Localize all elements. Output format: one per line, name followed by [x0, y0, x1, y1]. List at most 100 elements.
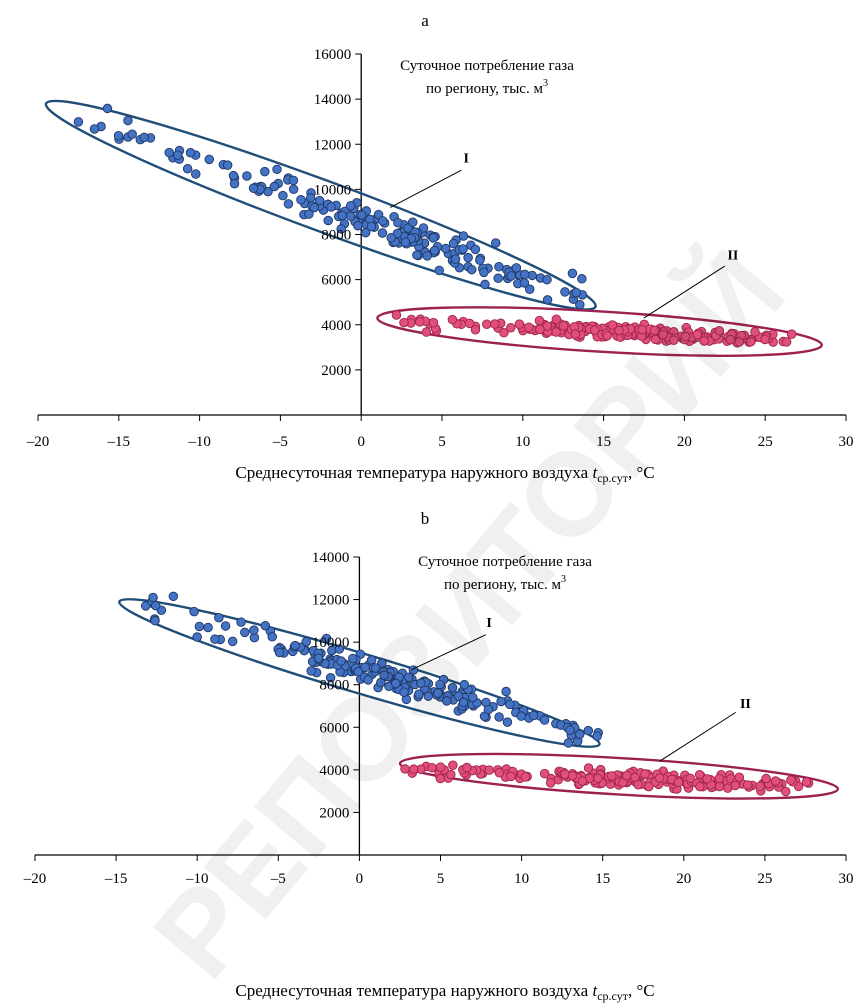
- data-point-I: [73, 117, 84, 127]
- data-point-I: [334, 644, 345, 654]
- y-tick-label: 12000: [314, 137, 352, 153]
- data-point-I: [288, 175, 299, 186]
- data-point-I: [480, 279, 490, 290]
- data-point-II: [750, 327, 760, 337]
- data-point-I: [519, 278, 530, 288]
- data-point-I: [248, 183, 259, 194]
- y-axis-label-a-line2-text: по региону, тыс. м: [426, 81, 543, 97]
- data-point-II: [435, 762, 446, 772]
- y-tick-label: 2000: [321, 363, 351, 379]
- x-tick-label: 15: [596, 434, 611, 450]
- data-point-I: [366, 221, 377, 232]
- data-point-I: [400, 237, 411, 247]
- x-tick-label: 5: [438, 434, 446, 450]
- x-tick-label: 30: [839, 871, 854, 887]
- data-point-I: [371, 663, 381, 673]
- data-point-II: [650, 334, 661, 345]
- data-point-II: [470, 325, 481, 335]
- data-point-II: [558, 321, 569, 331]
- x-tick-label: 25: [758, 434, 773, 450]
- data-point-I: [227, 636, 238, 647]
- data-point-II: [399, 317, 409, 328]
- data-point-I: [502, 717, 513, 727]
- data-point-I: [458, 244, 468, 254]
- x-tick-label: –15: [107, 434, 131, 450]
- ticks-b: –20 –15 –10 –5 0 5 10 15 20 25 30 2000 4000 6000 8000 1…: [23, 550, 854, 887]
- data-point-I: [414, 689, 424, 699]
- data-point-II: [781, 337, 792, 347]
- data-point-I: [306, 666, 316, 676]
- data-point-II: [786, 329, 797, 339]
- x-tick-label: 25: [757, 871, 772, 887]
- cluster-ellipse-II: [398, 752, 840, 800]
- data-point-I: [563, 738, 574, 748]
- data-point-I: [337, 210, 348, 221]
- data-point-II: [606, 771, 617, 781]
- data-point-I: [123, 115, 133, 126]
- data-point-I: [447, 682, 458, 693]
- data-point-II: [680, 331, 691, 342]
- data-point-I: [412, 250, 422, 260]
- x-tick-label: 10: [515, 434, 530, 450]
- data-point-I: [377, 216, 388, 226]
- data-point-I: [448, 238, 459, 249]
- data-point-I: [435, 679, 445, 690]
- y-tick-label: 6000: [319, 720, 349, 736]
- watermark: РЕПОЗИТОРИЙ: [127, 225, 809, 1002]
- data-point-II: [535, 324, 545, 335]
- group-labels-b: III: [411, 616, 751, 762]
- data-point-I: [442, 696, 452, 706]
- data-point-I: [150, 600, 161, 611]
- data-point-II: [484, 765, 494, 775]
- data-point-II: [506, 771, 516, 782]
- data-point-II: [560, 769, 570, 779]
- chart-panel-a: a –20 –15 –10 –5 0 5 10 15 20 25 30 2000 4000 6000 800…: [26, 11, 854, 485]
- group-label-I: I: [464, 151, 469, 166]
- data-point-I: [222, 160, 233, 170]
- data-point-I: [348, 653, 358, 664]
- data-point-II: [614, 325, 624, 336]
- data-point-I: [360, 662, 370, 673]
- y-tick-label: 10000: [312, 635, 350, 651]
- data-point-I: [528, 710, 539, 721]
- data-point-I: [150, 615, 160, 626]
- data-point-I: [428, 233, 439, 243]
- data-point-I: [511, 263, 522, 273]
- data-point-I: [353, 667, 363, 677]
- data-point-II: [427, 763, 437, 773]
- group-leader-line: [659, 711, 736, 762]
- data-point-II: [415, 317, 425, 327]
- data-point-I: [288, 184, 299, 194]
- data-point-I: [520, 269, 530, 280]
- data-point-II: [622, 770, 632, 781]
- data-point-II: [714, 325, 725, 336]
- data-point-II: [770, 776, 781, 786]
- data-point-I: [494, 261, 504, 272]
- data-point-I: [89, 124, 100, 134]
- ticks-a: –20 –15 –10 –5 0 5 10 15 20 25 30 2000 4000 6000 8000 1…: [26, 47, 854, 450]
- data-point-I: [393, 217, 403, 228]
- data-point-II: [435, 773, 446, 784]
- x-tick-label: 15: [595, 871, 610, 887]
- data-point-II: [551, 327, 561, 337]
- data-point-II: [644, 781, 654, 792]
- group-leader-line: [390, 169, 462, 208]
- data-point-I: [391, 678, 401, 689]
- x-tick-label: 20: [677, 434, 692, 450]
- data-point-I: [191, 169, 201, 179]
- data-point-I: [433, 688, 443, 698]
- data-point-I: [565, 725, 575, 735]
- data-point-II: [714, 781, 725, 792]
- data-point-II: [593, 773, 603, 784]
- data-point-II: [524, 322, 534, 333]
- y-tick-label: 4000: [321, 318, 351, 334]
- data-point-I: [260, 166, 270, 177]
- data-point-II: [668, 335, 679, 346]
- data-point-II: [673, 777, 684, 788]
- cluster-ellipse-II: [376, 306, 823, 357]
- data-point-II: [464, 318, 475, 329]
- data-point-I: [453, 691, 464, 701]
- data-point-II: [801, 777, 812, 787]
- data-point-II: [607, 320, 618, 330]
- data-point-II: [734, 337, 745, 347]
